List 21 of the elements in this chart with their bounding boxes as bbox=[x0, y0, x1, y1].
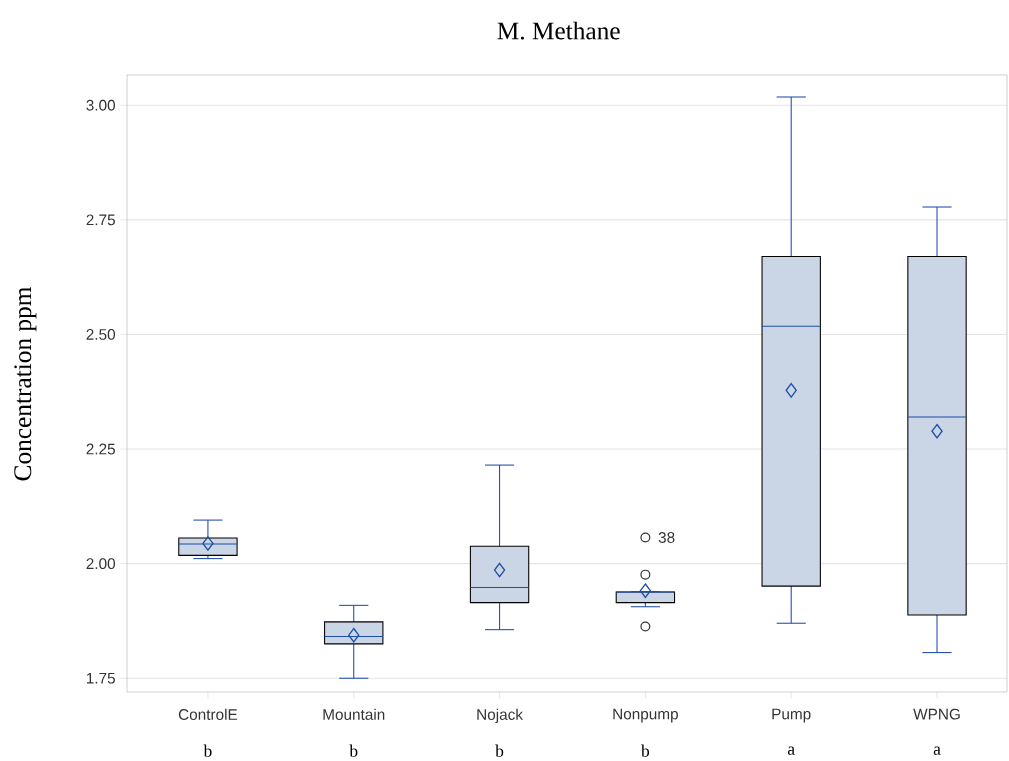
y-tick-label: 1.75 bbox=[86, 672, 115, 684]
text: a bbox=[933, 746, 941, 755]
x-tick-label: Pump bbox=[772, 708, 811, 723]
text: b bbox=[641, 744, 650, 757]
y-tick-label: 2.50 bbox=[86, 328, 116, 340]
y-tick-label: 3.00 bbox=[86, 99, 116, 111]
text: a bbox=[787, 746, 795, 755]
y-axis-title: Concentration ppm bbox=[14, 286, 37, 481]
y-tick-label: 2.00 bbox=[86, 558, 116, 569]
text: b bbox=[203, 744, 212, 757]
y-tick-label: 2.25 bbox=[86, 443, 115, 455]
text: b bbox=[495, 744, 504, 757]
x-tick-label: Nojack bbox=[477, 708, 524, 723]
x-tick-label: ControlE bbox=[178, 708, 238, 720]
chart-title: M. Methane bbox=[497, 21, 620, 40]
annotation: 38 bbox=[658, 531, 675, 543]
text: b bbox=[349, 744, 358, 757]
x-tick-label: WPNG bbox=[913, 708, 960, 720]
x-tick-label: Nonpump bbox=[613, 708, 678, 723]
x-tick-label: Mountain bbox=[323, 708, 385, 720]
y-tick-label: 2.75 bbox=[86, 214, 115, 226]
